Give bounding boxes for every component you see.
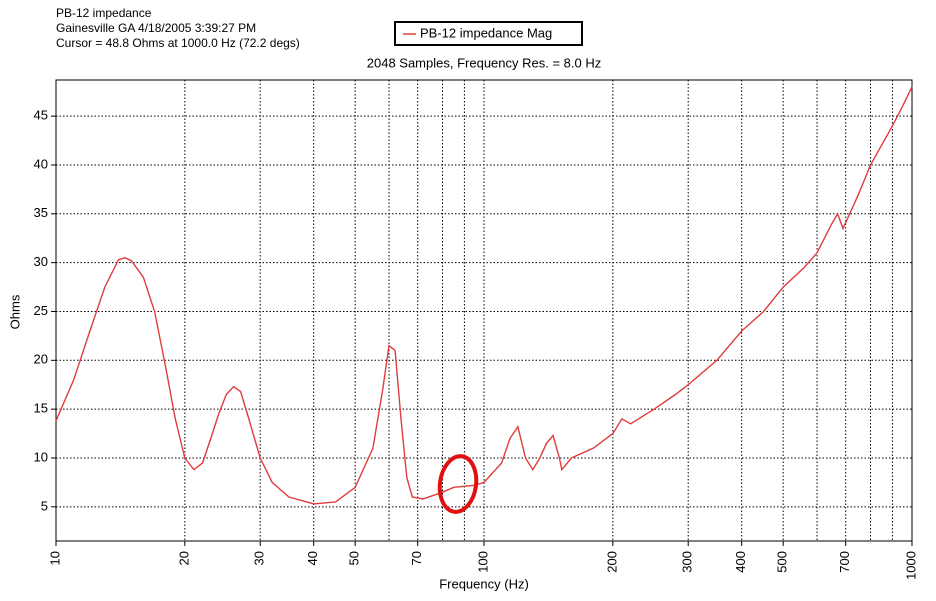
annotation: Gainesville GA 4/18/2005 3:39:27 PM <box>56 21 256 35</box>
x-tick-label: 100 <box>475 551 490 573</box>
x-tick-label: 50 <box>347 551 362 565</box>
y-tick-label: 35 <box>34 205 48 220</box>
chart-subtitle: 2048 Samples, Frequency Res. = 8.0 Hz <box>367 55 601 70</box>
y-tick-label: 20 <box>34 352 48 367</box>
x-tick-label: 1000 <box>903 551 918 580</box>
y-tick-label: 5 <box>41 498 48 513</box>
x-tick-label: 30 <box>252 551 267 565</box>
y-tick-label: 30 <box>34 254 48 269</box>
x-tick-label: 10 <box>47 551 62 565</box>
legend-label: PB-12 impedance Mag <box>420 25 552 40</box>
legend-box <box>394 21 583 46</box>
plot-border <box>55 79 913 542</box>
x-tick-label: 70 <box>409 551 424 565</box>
y-axis-label: Ohms <box>7 294 22 329</box>
y-tick-label: 10 <box>34 449 48 464</box>
x-tick-label: 200 <box>604 551 619 573</box>
annotation: Cursor = 48.8 Ohms at 1000.0 Hz (72.2 de… <box>56 36 300 50</box>
plot-area: 5 10 15 20 25 30 35 40 45 10 20 30 40 50 70 100 200 300 40… <box>34 79 918 580</box>
y-tick-label: 40 <box>34 156 48 171</box>
x-tick-label: 400 <box>733 551 748 573</box>
y-tick-label: 25 <box>34 303 48 318</box>
chart-title: PB-12 impedance <box>56 6 152 20</box>
x-axis-label: Frequency (Hz) <box>439 576 529 591</box>
y-tick-label: 45 <box>34 108 48 123</box>
hand-drawn-circle <box>437 454 479 514</box>
line-series <box>55 86 913 505</box>
x-tick-label: 300 <box>680 551 695 573</box>
x-tick-label: 500 <box>775 551 790 573</box>
x-tick-label: 40 <box>305 551 320 565</box>
y-tick-label: 15 <box>34 401 48 416</box>
x-tick-label: 700 <box>837 551 852 573</box>
x-tick-label: 20 <box>176 551 191 565</box>
